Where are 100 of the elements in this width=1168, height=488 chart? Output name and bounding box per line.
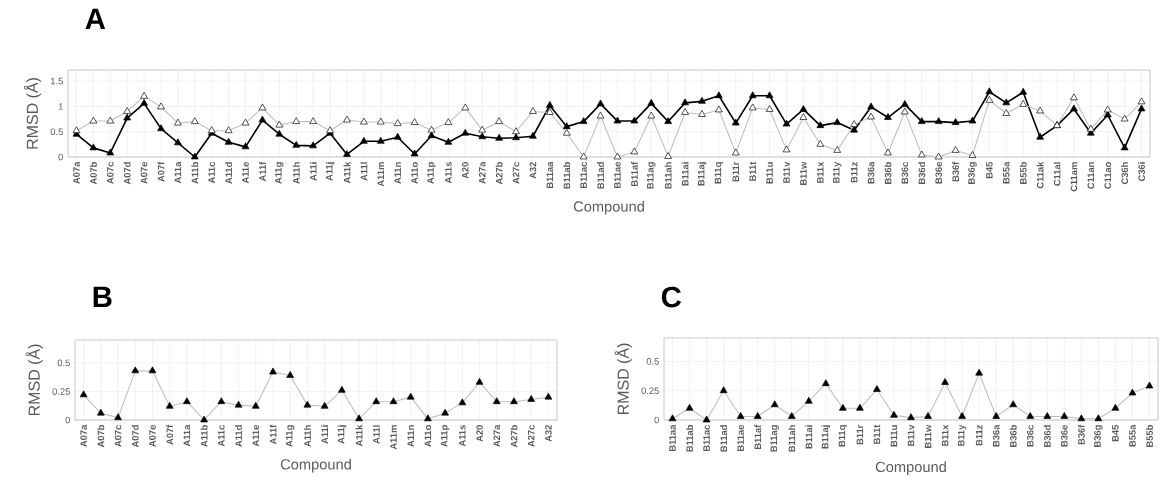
y-tick-label: 0: [65, 416, 70, 424]
x-tick-label: B36g: [1094, 425, 1103, 447]
x-tick-label: C11an: [1087, 162, 1095, 189]
x-tick-label: A11b: [200, 425, 208, 447]
point: [320, 401, 329, 409]
point: [668, 414, 677, 422]
x-tick-label: A27b: [495, 162, 503, 185]
x-tick-label: A11c: [208, 161, 215, 184]
x-tick-label: C36h: [1121, 162, 1129, 185]
point: [492, 397, 501, 405]
x-tick-label: B11af: [630, 161, 638, 186]
y-tick-label: 0: [58, 153, 63, 161]
x-tick-label: B11t: [873, 424, 881, 444]
point: [1026, 412, 1035, 419]
x-tick-label: B36a: [867, 161, 875, 184]
x-tick-label: A07b: [89, 162, 97, 185]
point: [510, 397, 518, 405]
point: [1128, 388, 1137, 396]
x-tick-label: B11y: [833, 161, 842, 183]
x-tick-label: B36b: [884, 162, 892, 184]
point: [753, 412, 762, 419]
point: [804, 396, 813, 404]
point: [907, 413, 915, 420]
x-tick-label: A07d: [131, 425, 139, 448]
x-tick-label: A11k: [355, 424, 363, 447]
point: [822, 379, 830, 387]
x-tick-label: A11f: [269, 424, 277, 445]
point: [873, 385, 881, 392]
x-tick-label: B11ae: [737, 425, 744, 452]
point: [114, 413, 122, 421]
x-tick-label: B11aa: [546, 161, 554, 189]
x-tick-label: B11ag: [770, 425, 779, 452]
x-tick-label: B11ae: [614, 162, 621, 189]
x-tick-label: B11q: [838, 425, 848, 447]
y-tick-label: 0.25: [52, 388, 70, 395]
x-tick-label: A11b: [191, 162, 199, 184]
x-tick-label: A11e: [242, 162, 249, 184]
x-tick-label: A11a: [174, 161, 182, 184]
x-tick-label: B36b: [1009, 425, 1017, 447]
x-tick-label: B11ai: [805, 425, 813, 449]
x-tick-label: A07a: [80, 424, 87, 447]
point: [338, 385, 346, 393]
point: [839, 403, 847, 411]
point: [770, 400, 779, 408]
point: [286, 371, 294, 378]
point: [441, 408, 449, 416]
point: [389, 397, 398, 405]
x-tick-label: A07c: [106, 161, 114, 184]
point: [234, 400, 243, 408]
x-tick-label: A11j: [337, 425, 347, 444]
x-tick-label: B11w: [924, 424, 932, 448]
x-tick-label: A11a: [183, 424, 191, 447]
x-tick-label: A07e: [140, 162, 148, 184]
x-tick-label: A11c: [218, 424, 225, 447]
x-tick-label: B55b: [1019, 162, 1027, 184]
x-tick-label: B11v: [783, 161, 790, 183]
point: [1145, 381, 1154, 389]
point: [1009, 400, 1018, 408]
x-tick-label: B11ai: [681, 162, 689, 186]
point: [424, 414, 432, 422]
x-tick-label: B11af: [754, 424, 762, 449]
chart-title: B: [93, 286, 112, 307]
point: [685, 403, 694, 411]
point: [200, 415, 208, 423]
x-tick-label: A11g: [285, 425, 295, 447]
y-tick-label: 0.5: [50, 128, 63, 135]
x-tick-label: B36c: [1026, 424, 1034, 447]
x-tick-label: A11o: [411, 162, 418, 184]
point: [787, 412, 796, 419]
point: [975, 368, 983, 376]
x-tick-label: A07c: [114, 424, 122, 447]
point: [269, 367, 277, 375]
chart-title: C: [661, 286, 682, 308]
x-tick-label: B11u: [766, 162, 773, 184]
point: [475, 377, 484, 385]
x-tick-label: B11u: [890, 425, 898, 447]
point: [251, 401, 260, 409]
y-axis-title: RMSD (Å): [614, 343, 632, 415]
x-tick-label: B36f: [952, 161, 960, 182]
point: [183, 397, 191, 405]
x-tick-label: A11i: [321, 425, 328, 444]
x-tick-label: A07f: [166, 424, 174, 445]
y-tick-label: 1: [58, 103, 63, 110]
x-tick-label: B55a: [1129, 424, 1136, 447]
x-tick-label: A27c: [512, 161, 520, 184]
x-tick-label: A11s: [445, 162, 452, 184]
point: [148, 366, 157, 374]
point: [924, 412, 932, 419]
x-tick-label: B11v: [907, 424, 915, 446]
y-tick-label: 0.5: [646, 358, 659, 365]
x-tick-label: A11s: [459, 425, 466, 447]
x-tick-label: B36f: [1077, 424, 1085, 445]
x-tick-label: B11y: [957, 424, 967, 446]
point: [890, 410, 898, 418]
x-tick-label: A11j: [325, 162, 335, 181]
x-tick-label: B36e: [935, 162, 942, 184]
x-tick-label: A27a: [478, 161, 486, 184]
x-tick-label: A32: [545, 425, 552, 442]
x-tick-label: B36e: [1061, 425, 1068, 447]
point: [544, 392, 553, 400]
